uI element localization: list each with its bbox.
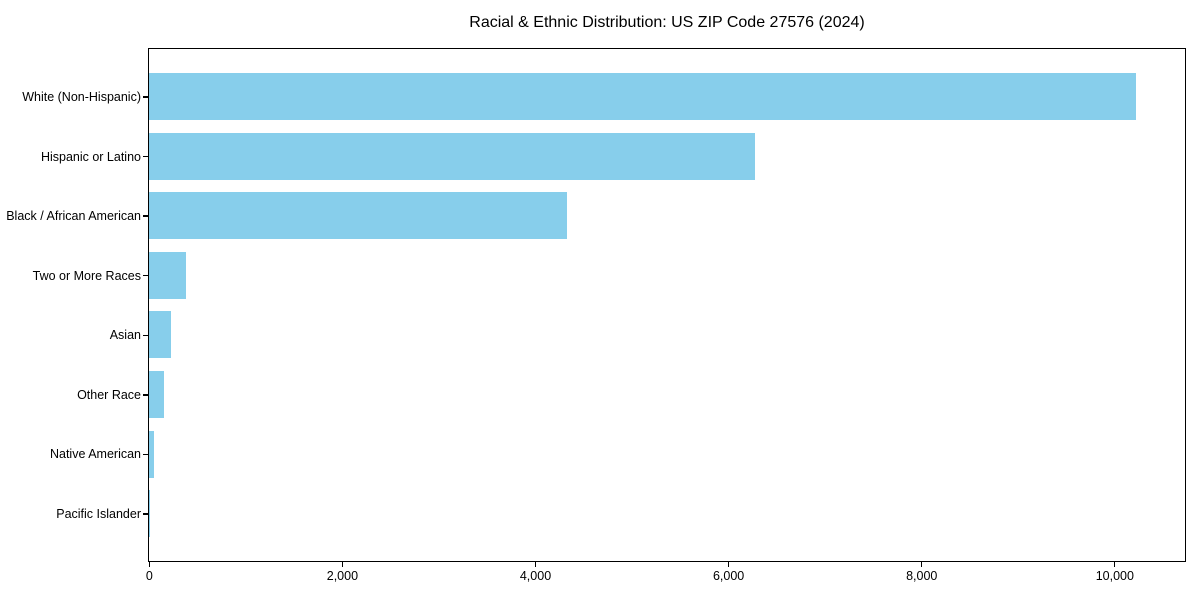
- bar-hispanic-or-latino: [149, 132, 756, 180]
- y-tick-mark: [143, 453, 148, 456]
- x-tick-label-8000: 8,000: [906, 569, 938, 583]
- y-tick-mark: [143, 513, 148, 515]
- x-tick-label-6000: 6,000: [712, 569, 745, 583]
- bar-two-or-more-races: [149, 251, 187, 299]
- chart-title: Racial & Ethnic Distribution: US ZIP Cod…: [469, 14, 865, 31]
- bar-white-non-hispanic: [149, 73, 1136, 121]
- y-tick-mark: [143, 96, 148, 98]
- y-tick-label-black-african-american: Black / African American: [6, 209, 141, 224]
- bar-native-american: [149, 430, 154, 478]
- x-tick-mark: [921, 562, 923, 567]
- y-tick-mark: [143, 334, 148, 336]
- y-tick-label-hispanic-or-latino: Hispanic or Latino: [40, 149, 141, 164]
- plot-area: [148, 48, 1186, 562]
- y-tick-label-other-race: Other Race: [77, 387, 141, 402]
- y-tick-label-two-or-more-races: Two or More Races: [32, 268, 141, 283]
- y-tick-mark: [143, 394, 148, 396]
- x-tick-label-0: 0: [145, 569, 153, 583]
- y-tick-mark: [143, 275, 148, 277]
- x-tick-mark: [534, 562, 537, 567]
- y-tick-label-white-non-hispanic: White (Non-Hispanic): [22, 90, 141, 104]
- y-tick-label-pacific-islander: Pacific Islander: [56, 507, 141, 521]
- y-tick-mark: [143, 155, 148, 158]
- x-tick-label-4000: 4,000: [519, 569, 552, 583]
- y-tick-label-native-american: Native American: [49, 447, 141, 462]
- x-tick-mark: [727, 562, 730, 567]
- bar-other-race: [149, 371, 164, 419]
- bar-black-african-american: [149, 192, 568, 240]
- y-tick-label-asian: Asian: [109, 328, 141, 343]
- x-tick-label-2000: 2,000: [326, 569, 359, 583]
- bar-asian: [149, 311, 172, 359]
- x-tick-label-10000: 10,000: [1095, 569, 1134, 583]
- x-tick-mark: [341, 562, 344, 567]
- y-tick-mark: [143, 215, 148, 217]
- x-tick-mark: [148, 562, 150, 567]
- x-tick-mark: [1114, 562, 1116, 567]
